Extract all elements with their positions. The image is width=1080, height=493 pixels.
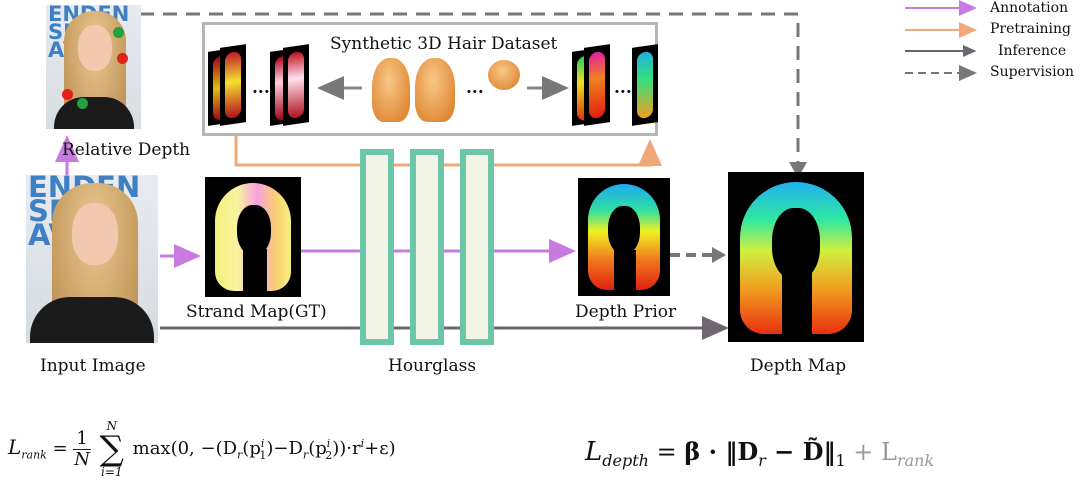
legend-inference-label: Inference	[998, 43, 1067, 59]
dataset-ellipsis: ...	[252, 78, 270, 98]
dataset-ellipsis: ...	[466, 78, 484, 98]
dataset-ellipsis: ...	[614, 78, 632, 98]
depth-loss-equation: Ldepth = β · ‖Dr − D̃‖1 + Lrank	[585, 437, 935, 470]
face-cutout	[608, 206, 640, 254]
dataset-depth-map	[584, 44, 610, 126]
relative-depth-label: Relative Depth	[62, 140, 191, 160]
hair-model-3d	[415, 58, 455, 122]
red-dot	[117, 53, 128, 64]
legend-annotation-label: Annotation	[990, 0, 1069, 16]
depth-map-label: Depth Map	[750, 356, 847, 376]
green-dot	[77, 98, 88, 109]
dataset-title: Synthetic 3D Hair Dataset	[330, 34, 558, 54]
red-dot	[62, 89, 73, 100]
fraction-1-over-n: 1 N	[73, 427, 91, 470]
input-image-photo: ENDEN SPI AV	[26, 175, 158, 343]
dataset-strand-map	[283, 44, 309, 126]
rank-loss-equation: Lrank = 1 N N ∑ i=1 max(0, −(Dr(pi1)−Dr(…	[8, 419, 396, 479]
neck-cutout	[782, 272, 812, 342]
depth-prior-image	[578, 178, 670, 296]
relative-depth-photo: ENDEN SPI AV	[46, 5, 141, 129]
prior-to-depth-arrowhead	[712, 247, 726, 263]
neck-cutout	[614, 250, 636, 296]
hourglass-label: Hourglass	[388, 356, 477, 376]
face-cutout	[772, 208, 820, 280]
hourglass-block	[460, 149, 494, 345]
depth-map-image	[728, 172, 864, 342]
hair-model-3d	[488, 60, 520, 90]
dataset-depth-map	[632, 44, 658, 126]
strand-map-image	[205, 177, 301, 297]
hourglass-block	[360, 149, 394, 345]
legend-supervision-label: Supervision	[990, 64, 1075, 80]
face-shape	[78, 25, 112, 71]
dataset-strand-map	[220, 44, 246, 126]
shoulders-shape	[54, 97, 134, 129]
face-shape	[72, 203, 118, 265]
depth-prior-label: Depth Prior	[575, 302, 677, 322]
hair-model-3d	[372, 58, 410, 122]
green-dot	[113, 27, 124, 38]
face-cutout	[237, 205, 271, 255]
input-image-label: Input Image	[40, 356, 146, 376]
strand-map-label: Strand Map(GT)	[186, 302, 327, 322]
supervision-arrowhead	[789, 162, 807, 178]
neck-cutout	[243, 249, 267, 297]
hourglass-block	[410, 149, 444, 345]
shoulders-shape	[30, 297, 154, 343]
summation: N ∑ i=1	[99, 419, 124, 479]
legend-pretraining-label: Pretraining	[990, 21, 1072, 37]
supervision-path	[140, 12, 800, 165]
